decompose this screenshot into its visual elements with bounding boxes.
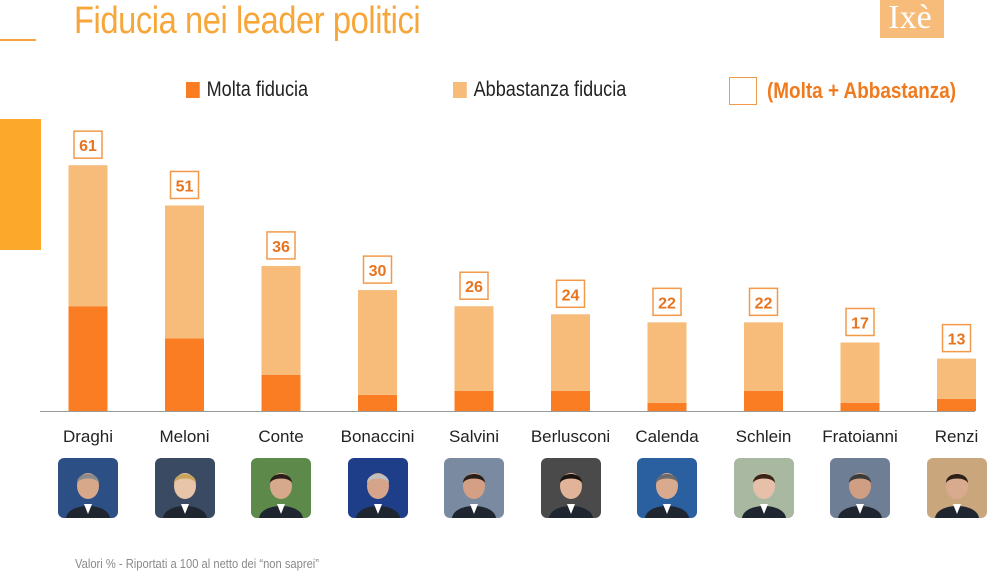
ixe-logo: Ixè xyxy=(880,0,944,38)
category-label-bonaccini: Bonaccini xyxy=(341,427,415,446)
category-label-salvini: Salvini xyxy=(449,427,499,446)
legend-total: (Molta + Abbastanza) xyxy=(729,76,987,106)
fratoianni-photo xyxy=(830,458,890,518)
schlein-photo xyxy=(733,458,794,518)
total-label-bonaccini: 30 xyxy=(369,263,387,280)
total-box-berlusconi xyxy=(555,279,586,309)
total-box-draghi xyxy=(73,130,103,159)
bar-molta-conte xyxy=(261,374,301,411)
total-box-fratoianni xyxy=(845,307,875,337)
bar-abbastanza-renzi xyxy=(937,358,976,399)
meloni-photo xyxy=(154,458,215,518)
calenda-photo xyxy=(637,458,697,518)
legend-molta: Molta fiducia xyxy=(186,78,308,102)
renzi-photo xyxy=(926,458,987,518)
total-box-calenda xyxy=(652,287,682,317)
bar-molta-meloni xyxy=(165,338,204,411)
bar-molta-renzi xyxy=(937,398,976,411)
salvini-photo xyxy=(444,458,504,518)
side-accent-bar xyxy=(0,119,41,250)
legend-label-total: (Molta + Abbastanza) xyxy=(767,78,957,103)
category-label-schlein: Schlein xyxy=(736,427,792,446)
legend-swatch-molta xyxy=(186,82,200,98)
bar-abbastanza-fratoianni xyxy=(840,342,880,403)
category-label-draghi: Draghi xyxy=(63,427,113,446)
bar-abbastanza-meloni xyxy=(165,205,204,339)
category-label-berlusconi: Berlusconi xyxy=(531,427,610,446)
category-label-meloni: Meloni xyxy=(159,427,209,446)
bar-abbastanza-conte xyxy=(261,265,301,375)
total-box-schlein xyxy=(748,287,779,317)
total-box-bonaccini xyxy=(362,255,393,284)
bar-molta-calenda xyxy=(647,402,687,411)
bar-molta-fratoianni xyxy=(840,402,880,411)
total-label-meloni: 51 xyxy=(176,178,194,195)
logo-text: Ixè xyxy=(888,0,931,36)
total-label-renzi: 13 xyxy=(948,332,966,349)
total-label-fratoianni: 17 xyxy=(851,315,869,332)
category-label-calenda: Calenda xyxy=(635,427,699,446)
bonaccini-photo xyxy=(347,458,408,518)
bar-abbastanza-calenda xyxy=(647,322,687,403)
bar-abbastanza-bonaccini xyxy=(358,290,397,395)
bar-molta-schlein xyxy=(744,390,783,411)
total-box-salvini xyxy=(459,271,489,300)
conte-photo xyxy=(251,458,311,518)
total-label-berlusconi: 24 xyxy=(562,287,580,304)
page-title: Fiducia nei leader politici xyxy=(74,0,421,42)
total-box-renzi xyxy=(941,323,972,353)
bar-molta-berlusconi xyxy=(551,390,590,411)
bar-abbastanza-draghi xyxy=(68,165,108,307)
bar-abbastanza-schlein xyxy=(744,322,783,391)
bar-molta-salvini xyxy=(454,390,494,411)
total-label-conte: 36 xyxy=(272,239,290,256)
total-label-calenda: 22 xyxy=(658,295,676,312)
legend-swatch-total xyxy=(729,77,757,105)
title-accent-line xyxy=(0,39,36,41)
category-label-conte: Conte xyxy=(258,427,303,446)
total-box-meloni xyxy=(169,170,200,200)
bar-abbastanza-berlusconi xyxy=(551,314,590,391)
category-label-renzi: Renzi xyxy=(935,427,978,446)
bar-molta-bonaccini xyxy=(358,394,397,411)
legend-label-abbastanza: Abbastanza fiducia xyxy=(473,78,627,101)
total-box-conte xyxy=(266,231,296,260)
category-label-fratoianni: Fratoianni xyxy=(822,427,898,446)
legend-abbastanza: Abbastanza fiducia xyxy=(453,78,626,102)
legend-label-molta: Molta fiducia xyxy=(206,78,309,101)
footnote: Valori % - Riportati a 100 al netto dei … xyxy=(75,556,320,571)
total-label-schlein: 22 xyxy=(755,295,773,312)
bar-abbastanza-salvini xyxy=(454,306,494,391)
legend-swatch-abbastanza xyxy=(453,82,467,98)
total-label-salvini: 26 xyxy=(465,279,483,296)
draghi-photo xyxy=(58,458,118,518)
bar-molta-draghi xyxy=(68,306,108,411)
berlusconi-photo xyxy=(540,458,601,518)
total-label-draghi: 61 xyxy=(79,138,97,155)
